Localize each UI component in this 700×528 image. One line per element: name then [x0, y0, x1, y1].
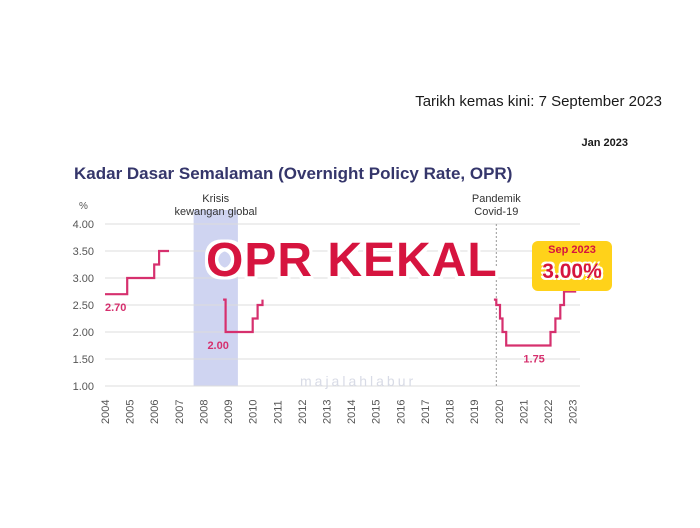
y-tick-label: 4.00 — [73, 219, 94, 231]
chart-title: Kadar Dasar Semalaman (Overnight Policy … — [74, 164, 513, 183]
x-tick-label: 2005 — [125, 400, 137, 424]
opr-series-line — [105, 249, 169, 296]
rate-badge: Sep 2023 3.00% — [532, 241, 612, 291]
x-tick-label: 2022 — [543, 400, 555, 424]
x-tick-label: 2004 — [100, 400, 112, 424]
x-tick-label: 2020 — [494, 400, 506, 424]
badge-value: 3.00% — [542, 260, 602, 283]
opr-series-line — [493, 283, 577, 347]
x-tick-label: 2011 — [272, 400, 284, 424]
pandemic-label: Covid-19 — [474, 206, 518, 218]
badge-date: Sep 2023 — [548, 244, 596, 256]
data-label: 2.70 — [105, 302, 126, 314]
x-tick-label: 2016 — [395, 400, 407, 424]
x-tick-label: 2017 — [420, 400, 432, 424]
x-tick-label: 2019 — [469, 400, 481, 424]
pandemic-label: Pandemik — [472, 193, 521, 205]
x-tick-label: 2007 — [174, 400, 186, 424]
x-tick-label: 2018 — [445, 400, 457, 424]
x-tick-label: 2015 — [371, 400, 383, 424]
watermark-text: majalahlabur — [300, 373, 417, 389]
x-tick-label: 2014 — [346, 400, 358, 424]
x-tick-label: 2023 — [568, 400, 580, 424]
y-tick-label: 2.00 — [73, 327, 94, 339]
x-tick-label: 2013 — [322, 400, 334, 424]
x-tick-label: 2006 — [149, 400, 161, 424]
data-label: 1.75 — [523, 354, 544, 366]
x-tick-label: 2008 — [198, 400, 210, 424]
crisis-label: kewangan global — [174, 206, 257, 218]
x-tick-label: 2010 — [248, 400, 260, 424]
month-label: Jan 2023 — [581, 137, 628, 149]
crisis-shaded-region — [193, 210, 238, 386]
data-label: 2.00 — [207, 340, 228, 352]
opr-series-line — [223, 298, 264, 334]
y-tick-label: 1.00 — [73, 381, 94, 393]
y-tick-label: 2.50 — [73, 300, 94, 312]
y-tick-label: 3.00 — [73, 273, 94, 285]
y-tick-label: 3.50 — [73, 246, 94, 258]
x-tick-label: 2012 — [297, 400, 309, 424]
x-tick-label: 2021 — [518, 400, 530, 424]
update-date-text: Tarikh kemas kini: 7 September 2023 — [415, 93, 662, 110]
crisis-label: Krisis — [202, 193, 229, 205]
x-tick-label: 2009 — [223, 400, 235, 424]
headline-overlay: OPR KEKAL — [206, 234, 498, 287]
y-axis-label: % — [79, 201, 88, 212]
y-tick-label: 1.50 — [73, 354, 94, 366]
